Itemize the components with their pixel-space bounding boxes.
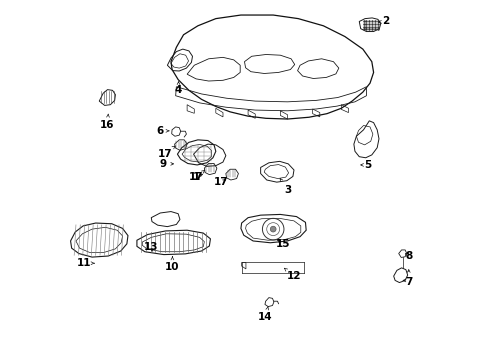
- Text: 12: 12: [284, 268, 301, 281]
- Text: 14: 14: [258, 306, 272, 322]
- Text: 1: 1: [192, 170, 204, 182]
- Text: 17: 17: [214, 177, 228, 187]
- Text: 6: 6: [156, 126, 168, 136]
- Circle shape: [270, 226, 276, 232]
- Text: 2: 2: [378, 17, 388, 27]
- Text: 7: 7: [404, 270, 411, 287]
- Text: 17: 17: [188, 172, 203, 182]
- Text: 5: 5: [360, 160, 371, 170]
- Text: 8: 8: [404, 251, 411, 261]
- Text: 11: 11: [77, 258, 94, 268]
- Text: 17: 17: [157, 146, 175, 159]
- Text: 4: 4: [175, 82, 182, 95]
- Text: 15: 15: [275, 239, 289, 249]
- Text: 13: 13: [144, 242, 158, 252]
- Text: 9: 9: [159, 159, 173, 169]
- Text: 10: 10: [165, 257, 179, 272]
- Text: 16: 16: [100, 114, 115, 130]
- Text: 3: 3: [280, 179, 290, 195]
